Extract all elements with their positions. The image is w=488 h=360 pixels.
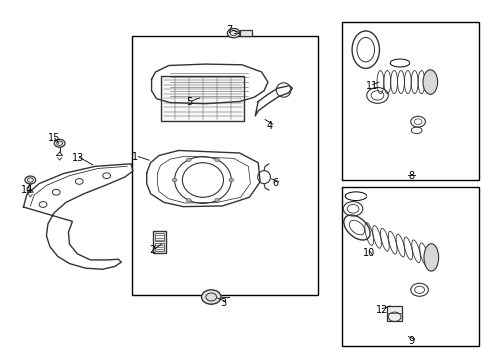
Bar: [154, 243, 164, 251]
Bar: [342, 187, 478, 346]
Text: 4: 4: [266, 121, 272, 131]
Bar: [342, 22, 478, 180]
Ellipse shape: [54, 139, 65, 147]
Text: 7: 7: [225, 24, 232, 35]
Ellipse shape: [422, 70, 437, 94]
Bar: [386, 306, 401, 321]
Text: 12: 12: [375, 305, 387, 315]
Ellipse shape: [214, 198, 219, 202]
Ellipse shape: [214, 158, 219, 162]
Text: 14: 14: [20, 185, 33, 195]
Bar: [161, 76, 244, 121]
Text: 13: 13: [72, 153, 84, 163]
Text: 3: 3: [220, 298, 226, 308]
Bar: [132, 36, 317, 295]
Bar: [154, 233, 164, 241]
Ellipse shape: [228, 178, 233, 182]
Ellipse shape: [25, 176, 36, 184]
Ellipse shape: [227, 28, 240, 38]
Ellipse shape: [186, 158, 191, 162]
Text: 6: 6: [272, 178, 279, 188]
Text: 10: 10: [362, 248, 374, 258]
Bar: [239, 30, 252, 36]
Bar: [152, 231, 166, 253]
Ellipse shape: [186, 198, 191, 202]
Text: 5: 5: [185, 96, 192, 107]
Text: 8: 8: [407, 171, 414, 181]
Text: 11: 11: [365, 81, 377, 91]
Ellipse shape: [201, 290, 221, 304]
Ellipse shape: [423, 244, 438, 271]
Text: 15: 15: [48, 132, 60, 143]
Ellipse shape: [172, 178, 177, 182]
Text: 2: 2: [149, 245, 155, 255]
Text: 9: 9: [407, 336, 414, 346]
Text: 1: 1: [132, 152, 138, 162]
